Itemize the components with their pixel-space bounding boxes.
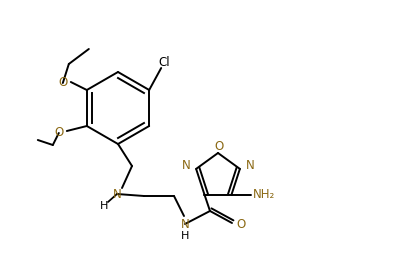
Text: N: N xyxy=(113,188,121,200)
Text: H: H xyxy=(181,231,189,241)
Text: N: N xyxy=(181,218,189,230)
Text: O: O xyxy=(58,77,68,89)
Text: NH₂: NH₂ xyxy=(252,188,275,201)
Text: O: O xyxy=(54,127,64,139)
Text: N: N xyxy=(182,159,190,172)
Text: Cl: Cl xyxy=(158,55,170,68)
Text: O: O xyxy=(214,139,224,153)
Text: O: O xyxy=(236,219,246,231)
Text: H: H xyxy=(100,201,108,211)
Text: N: N xyxy=(246,159,254,172)
